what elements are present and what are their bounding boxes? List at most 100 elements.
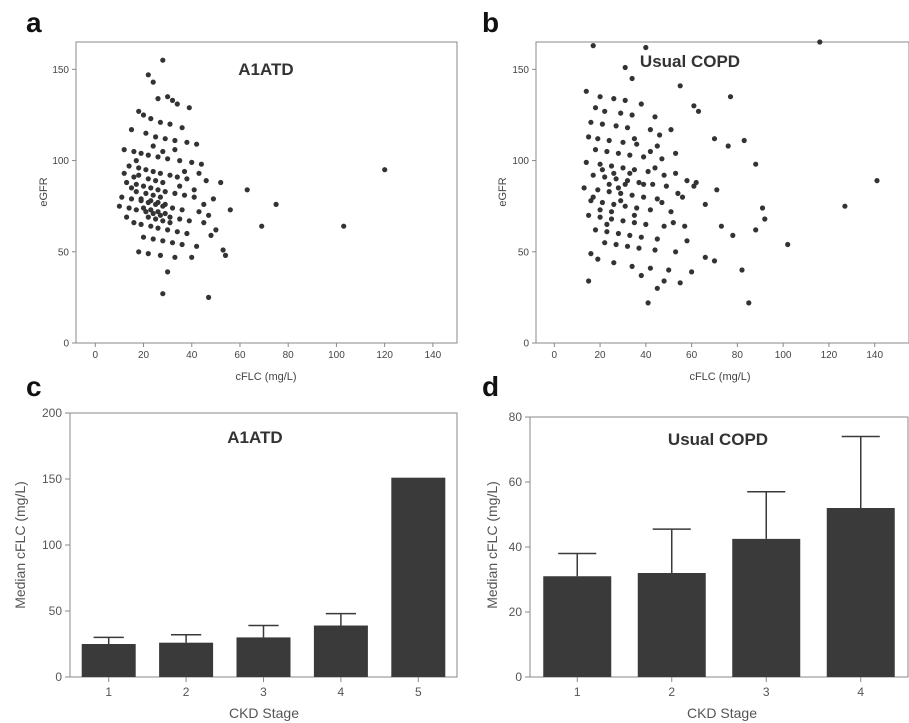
scatter-point [654,236,660,242]
x-tick-label: 20 [595,350,607,361]
x-tick-label: 140 [425,350,442,361]
scatter-point [643,44,649,51]
scatter-point [618,190,624,196]
scatter-point [136,165,142,171]
scatter-point [638,272,644,279]
scatter-point [597,94,603,100]
scatter-point [201,201,207,207]
x-tick-label: 40 [186,350,198,361]
scatter-point [659,156,665,162]
x-tick-label: 80 [283,350,295,361]
scatter-point [179,207,185,213]
scatter-point [150,143,156,149]
chart-title: A1ATD [227,428,282,447]
scatter-point [675,190,681,196]
scatter-point [155,96,161,102]
scatter-point [148,185,154,191]
scatter-point [341,223,347,229]
scatter-point [124,214,130,220]
scatter-point [186,105,192,111]
scatter-point [702,201,708,207]
scatter-point [631,220,638,226]
scatter-point [624,178,631,184]
scatter-point [586,278,592,284]
plot-frame [75,41,458,344]
scatter-point [643,221,649,227]
scatter-point [604,229,610,235]
scatter-point [624,243,631,249]
scatter-point [121,147,127,153]
scatter-point [677,83,683,89]
scatter-point [602,108,608,114]
scatter-point [673,170,679,176]
scatter-point [160,57,166,63]
scatter-point [194,243,200,249]
scatter-point [165,227,171,233]
scatter-point [753,161,759,167]
scatter-point [608,216,615,222]
x-tick-label: 60 [234,350,246,361]
scatter-point [606,189,612,195]
y-tick-label: 20 [509,605,523,619]
scatter-point [590,194,596,200]
scatter-point [148,198,154,204]
scatter-point [153,134,159,140]
scatter-point [595,256,601,262]
scatter-point [583,88,589,94]
scatter-point [597,214,603,220]
scatter-point [684,238,690,244]
scatter-point [181,168,188,175]
scatter-point [150,168,156,175]
scatter-point [611,170,617,176]
y-tick-label: 150 [42,472,62,486]
scatter-point [145,251,151,257]
scatter-point [138,221,144,227]
scatter-point [592,227,599,233]
x-axis-label: CKD Stage [229,705,299,721]
scatter-point [143,130,149,136]
y-axis-label: Median cFLC (mg/L) [484,481,500,609]
scatter-point [172,137,178,144]
scatter-point [622,203,628,209]
bar [159,642,214,677]
scatter-point [157,170,163,176]
x-tick-label: 4 [857,685,864,699]
scatter-point [691,103,697,109]
scatter-point [636,179,642,186]
y-tick-label: 100 [42,538,62,552]
scatter-point [613,176,619,182]
scatter-point [162,189,168,195]
scatter-point [136,249,142,255]
scatter-point [647,127,654,133]
y-tick-label: 0 [515,670,522,684]
scatter-point [133,189,139,195]
scatter-point [172,254,178,260]
x-tick-label: 1 [574,685,581,699]
scatter-point [654,285,660,291]
scatter-point [673,150,679,156]
scatter-point [128,185,135,191]
scatter-point [145,72,151,78]
scatter-point [631,167,638,173]
scatter-point [155,199,161,206]
scatter-point [140,112,147,118]
scatter-point [615,150,622,156]
scatter-point [588,251,594,257]
x-tick-label: 100 [328,350,345,361]
scatter-point [762,216,768,222]
scatter-point [160,148,166,155]
scatter-point [606,181,612,187]
scatter-point [606,137,612,144]
scatter-point [165,269,171,275]
scatter-point [622,181,628,187]
scatter-point [160,179,166,186]
plot-frame [535,41,909,344]
scatter-point [174,101,180,107]
scatter-point [602,174,608,180]
scatter-point [155,225,161,231]
scatter-point [608,209,615,215]
chart-title: Usual COPD [640,52,740,71]
scatter-point [131,220,137,226]
scatter-point [116,203,122,209]
x-axis-label: cFLC (mg/L) [689,371,750,383]
